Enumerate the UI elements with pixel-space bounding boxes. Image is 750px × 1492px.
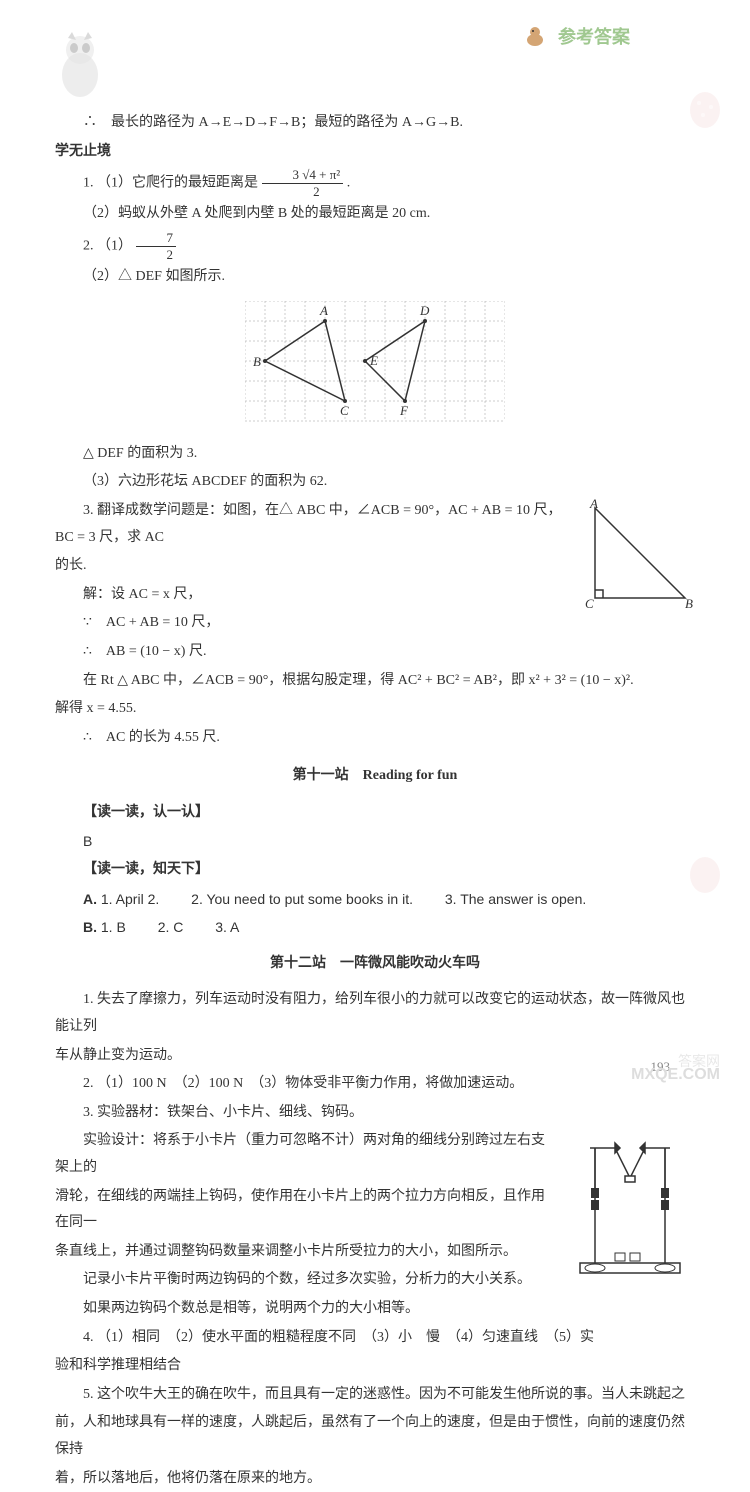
answer-row: A. 1. April 2. 2. You need to put some b… — [55, 886, 695, 913]
text-line: 1. 失去了摩擦力，列车运动时没有阻力，给列车很小的力就可以改变它的运动状态，故… — [55, 987, 695, 1040]
bird-icon — [520, 22, 550, 52]
text-line: 解得 x = 4.55. — [55, 696, 695, 723]
text-line: ∴ 最长的路径为 A→E→D→F→B；最短的路径为 A→G→B. — [55, 110, 695, 137]
denominator: 2 — [136, 247, 177, 263]
answer: 1. April 2. — [101, 891, 159, 907]
answer: 1. B — [101, 919, 126, 935]
text-line: 前，人和地球具有一样的速度，人跳起后，虽然有了一个向上的速度，但是由于惯性，向前… — [55, 1410, 695, 1463]
watermark-url: MXQE.COM — [631, 1060, 720, 1090]
answer: 2. C — [158, 919, 184, 935]
svg-text:D: D — [419, 303, 430, 318]
header-title: 参考答案 — [558, 20, 630, 54]
text-line: 3. 实验器材：铁架台、小卡片、细线、钩码。 — [55, 1100, 695, 1127]
svg-text:A: A — [319, 303, 328, 318]
text-line: 在 Rt △ ABC 中，∠ACB = 90°，根据勾股定理，得 AC² + B… — [55, 668, 695, 695]
text-line: 4. （1）相同 （2）使水平面的粗糙程度不同 （3）小 慢 （4）匀速直线 （… — [55, 1325, 695, 1352]
text-line: 如果两边钩码个数总是相等，说明两个力的大小相等。 — [55, 1296, 695, 1323]
svg-text:E: E — [369, 353, 378, 368]
text-line: 1. （1）它爬行的最短距离是 3 √4 + π² 2 . — [55, 167, 695, 199]
svg-text:A: A — [589, 498, 598, 511]
grid-triangle-diagram: B A C E D F — [245, 301, 505, 431]
text: 1. （1）它爬行的最短距离是 — [83, 176, 258, 191]
text-line: （2）蚂蚁从外壁 A 处爬到内壁 B 处的最短距离是 20 cm. — [55, 201, 695, 228]
subsection-label: 【读一读，知天下】 — [55, 857, 695, 884]
text-line: （3）六边形花坛 ABCDEF 的面积为 62. — [55, 469, 695, 496]
svg-text:F: F — [399, 403, 409, 418]
text-line: 5. 这个吹牛大王的确在吹牛，而且具有一定的迷惑性。因为不可能发生他所说的事。当… — [55, 1382, 695, 1409]
answer: B — [55, 828, 695, 855]
text: . — [347, 176, 351, 191]
text-line: 车从静止变为运动。 — [55, 1043, 695, 1070]
label: A. — [83, 891, 97, 907]
station-11-title: 第十一站 Reading for fun — [55, 763, 695, 790]
text-line: （2）△ DEF 如图所示. — [55, 264, 695, 291]
subsection-label: 【读一读，认一认】 — [55, 800, 695, 827]
text-line: 验和科学推理相结合 — [55, 1353, 695, 1380]
text: 2. （1） — [83, 238, 132, 253]
numerator: 3 √4 + π² — [262, 167, 344, 184]
denominator: 2 — [262, 184, 344, 200]
text-line: △ DEF 的面积为 3. — [55, 441, 695, 468]
text-line: ∴ AC 的长为 4.55 尺. — [55, 725, 695, 752]
label: B. — [83, 919, 97, 935]
text-line: ∵ AC + AB = 10 尺， — [55, 610, 695, 637]
answer: 2. You need to put some books in it. — [191, 891, 413, 907]
berry-decoration-1 — [685, 85, 725, 130]
text-line: 着，所以落地后，他将仍落在原来的地方。 — [55, 1466, 695, 1492]
text-line: ∴ AB = (10 − x) 尺. — [55, 639, 695, 666]
text-line: 2. （1） 7 2 — [55, 230, 695, 262]
header-banner: 参考答案 — [520, 20, 630, 54]
answer: 3. The answer is open. — [445, 891, 586, 907]
text-line: 2. （1）100 N （2）100 N （3）物体受非平衡力作用，将做加速运动… — [55, 1071, 695, 1098]
svg-text:B: B — [685, 596, 693, 608]
section-label: 学无止境 — [55, 139, 695, 166]
numerator: 7 — [136, 230, 177, 247]
answer: 3. A — [215, 919, 239, 935]
raccoon-decoration — [50, 30, 110, 100]
fraction: 3 √4 + π² 2 — [262, 167, 344, 199]
svg-text:C: C — [585, 596, 594, 608]
right-triangle-diagram: A C B — [585, 498, 695, 608]
berry-decoration-2 — [685, 850, 725, 895]
svg-text:C: C — [340, 403, 349, 418]
fraction: 7 2 — [136, 230, 177, 262]
experiment-apparatus-diagram — [565, 1128, 695, 1278]
svg-text:B: B — [253, 354, 261, 369]
main-content: ∴ 最长的路径为 A→E→D→F→B；最短的路径为 A→G→B. 学无止境 1.… — [55, 110, 695, 1492]
station-12-title: 第十二站 一阵微风能吹动火车吗 — [55, 951, 695, 978]
answer-row: B. 1. B 2. C 3. A — [55, 914, 695, 941]
